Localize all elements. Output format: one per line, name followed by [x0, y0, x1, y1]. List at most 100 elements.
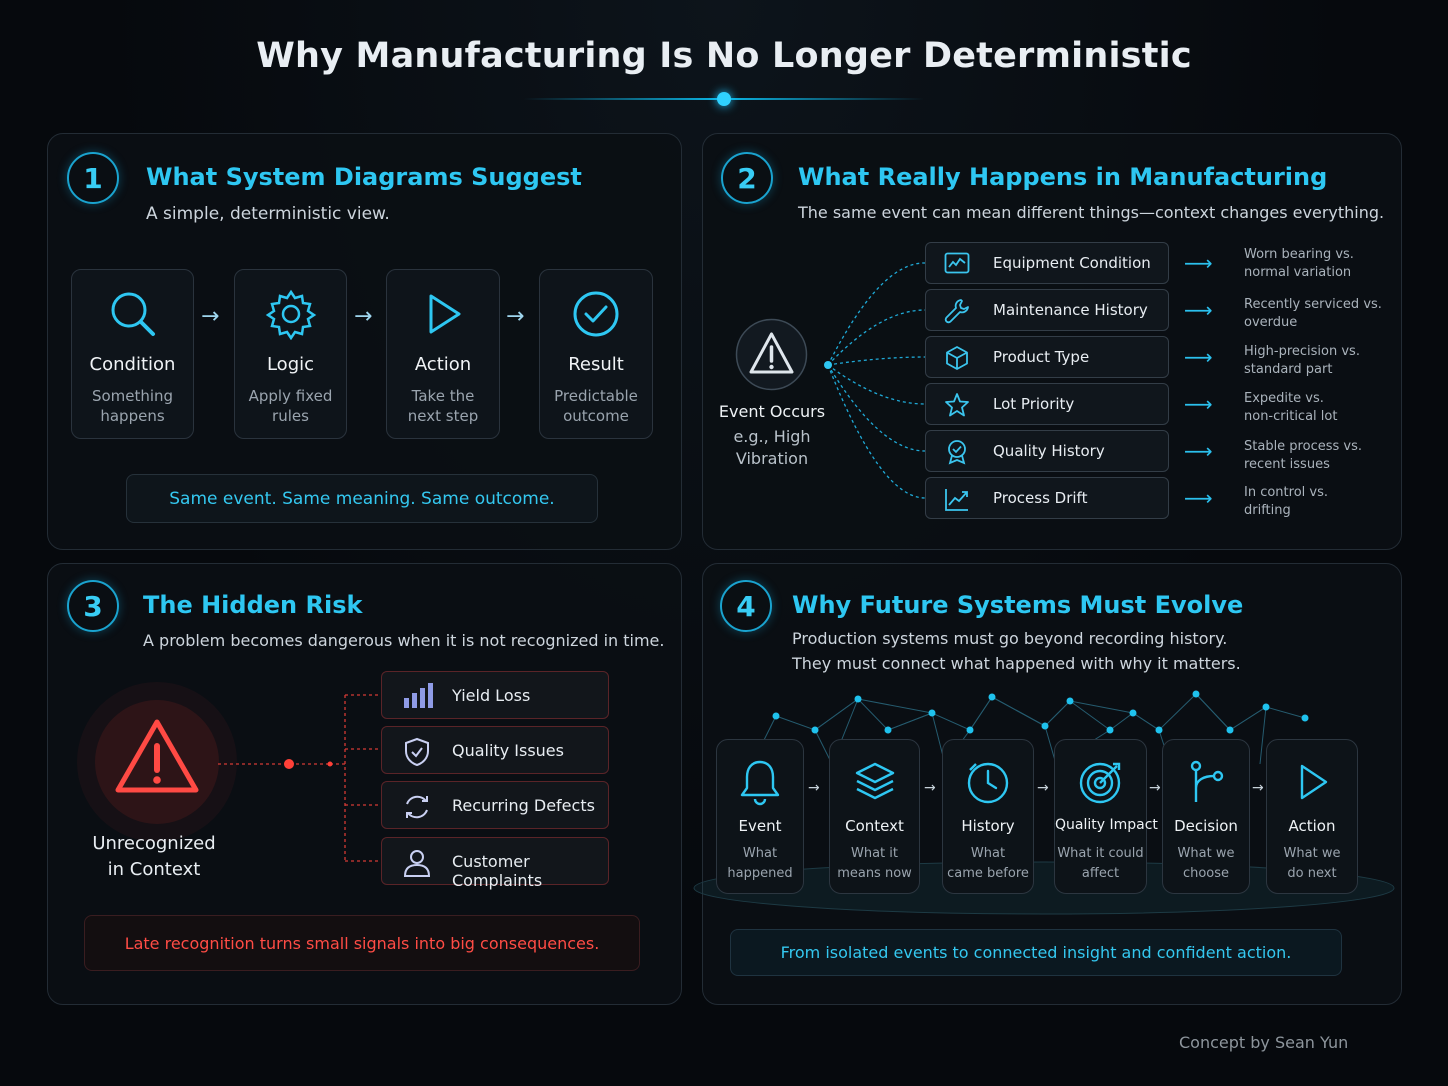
panel-1-footer: Same event. Same meaning. Same outcome. — [126, 474, 598, 523]
panel-1-number: 1 — [67, 152, 119, 204]
arrow-icon: ⟶ — [1184, 392, 1213, 416]
arrow-icon: → — [924, 780, 936, 796]
panel-3-number: 3 — [67, 580, 119, 632]
panel-4-subtitle-2: They must connect what happened with why… — [792, 654, 1241, 673]
node-action: Action What we do next — [1266, 739, 1358, 894]
node-context: Context What it means now — [829, 739, 920, 894]
risk-quality-issues: Quality Issues — [381, 726, 609, 774]
unrecognized-label: Unrecognized in Context — [92, 833, 216, 880]
arrow-icon: → — [354, 304, 373, 329]
arrow-icon: → — [1037, 780, 1049, 796]
node-desc: What we choose — [1177, 846, 1235, 881]
panel-3-subtitle: A problem becomes dangerous when it is n… — [143, 631, 665, 650]
factor-label: Equipment Condition — [993, 254, 1151, 272]
panel-3-title: The Hidden Risk — [143, 591, 363, 619]
factor-label: Maintenance History — [993, 301, 1148, 319]
layers-icon — [855, 762, 894, 800]
event-example: e.g., High Vibration — [733, 427, 811, 468]
panel-4-number: 4 — [720, 580, 772, 632]
factor-quality-history: Quality History — [925, 430, 1169, 472]
node-desc: What it means now — [837, 846, 912, 881]
check-circle-icon — [573, 291, 619, 337]
step-logic: Logic Apply fixed rules — [234, 269, 347, 439]
arrow-icon: ⟶ — [1184, 486, 1213, 510]
factor-note: Worn bearing vs. normal variation — [1244, 247, 1354, 280]
step-label: Action — [414, 354, 472, 375]
page-title: Why Manufacturing Is No Longer Determini… — [256, 36, 1192, 76]
warning-triangle-icon — [735, 318, 808, 391]
arrow-icon: → — [201, 304, 220, 329]
step-desc: Something happens — [91, 387, 174, 425]
step-desc: Predictable outcome — [554, 387, 638, 425]
arrow-icon: ⟶ — [1184, 345, 1213, 369]
user-icon — [403, 850, 431, 877]
panel-3-footer: Late recognition turns small signals int… — [84, 915, 640, 971]
node-desc: What we do next — [1283, 846, 1341, 881]
risk-label: Quality Issues — [452, 741, 564, 760]
danger-warning-icon — [115, 719, 199, 793]
step-label: Logic — [266, 354, 315, 375]
trend-icon — [945, 489, 968, 511]
arrow-icon: ⟶ — [1184, 298, 1213, 322]
step-desc: Apply fixed rules — [248, 387, 333, 425]
risk-recurring-defects: Recurring Defects — [381, 781, 609, 829]
risk-customer-complaints: Customer Complaints — [381, 837, 609, 890]
step-desc: Take the next step — [407, 387, 479, 425]
step-action: Action Take the next step — [386, 269, 500, 439]
risk-label: Recurring Defects — [452, 796, 595, 815]
node-desc: What happened — [727, 846, 793, 881]
factor-label: Process Drift — [993, 489, 1088, 507]
node-event: Event What happened — [716, 739, 804, 894]
search-icon — [111, 292, 155, 336]
factor-note: Expedite vs. non-critical lot — [1244, 391, 1338, 424]
refresh-icon — [406, 795, 428, 819]
step-label: Result — [568, 354, 624, 375]
shield-check-icon — [405, 737, 429, 767]
panel-4-subtitle-1: Production systems must go beyond record… — [792, 629, 1228, 648]
node-desc: What it could affect — [1057, 846, 1144, 881]
step-label: Condition — [89, 354, 176, 375]
gear-icon — [265, 289, 316, 340]
factor-label: Product Type — [993, 348, 1090, 366]
panel-2-title: What Really Happens in Manufacturing — [798, 163, 1328, 191]
factor-equipment-condition: Equipment Condition — [925, 242, 1169, 284]
node-desc: What came before — [947, 846, 1029, 881]
arrow-icon: → — [808, 780, 820, 796]
node-quality-impact: Quality Impact What it could affect — [1054, 739, 1158, 894]
panel-4-footer: From isolated events to connected insigh… — [730, 929, 1342, 976]
panel-1-title: What System Diagrams Suggest — [146, 163, 582, 191]
node-label: Action — [1288, 817, 1336, 835]
panel-2-number: 2 — [721, 152, 773, 204]
play-icon — [1300, 764, 1328, 800]
risk-label: Yield Loss — [452, 686, 531, 705]
node-label: Event — [738, 817, 782, 835]
arrow-icon: ⟶ — [1184, 251, 1213, 275]
node-decision: Decision What we choose — [1162, 739, 1250, 894]
arrow-icon: → — [1252, 780, 1264, 796]
monitor-chart-icon — [944, 252, 970, 274]
factor-note: Recently serviced vs. overdue — [1244, 297, 1382, 330]
arrow-icon: ⟶ — [1184, 439, 1213, 463]
clock-icon — [967, 762, 1009, 804]
event-occurs-label: Event Occurs — [718, 402, 826, 421]
bar-chart-icon — [404, 683, 433, 708]
factor-process-drift: Process Drift — [925, 477, 1169, 519]
factor-label: Lot Priority — [993, 395, 1075, 413]
arrow-icon: → — [1149, 780, 1161, 796]
factor-note: Stable process vs. recent issues — [1244, 439, 1362, 472]
panel-1-subtitle: A simple, deterministic view. — [146, 204, 390, 224]
title-divider-dot — [717, 92, 731, 106]
factor-product-type: Product Type — [925, 336, 1169, 378]
panel-2-subtitle: The same event can mean different things… — [798, 203, 1385, 222]
star-icon — [945, 393, 969, 417]
risk-label: Customer Complaints — [452, 852, 543, 890]
node-label: Context — [845, 817, 904, 835]
node-label: Quality Impact — [1055, 817, 1158, 833]
risk-yield-loss: Yield Loss — [381, 671, 609, 719]
step-condition: Condition Something happens — [71, 269, 194, 439]
wrench-icon — [944, 299, 969, 324]
credit-text: Concept by Sean Yun — [1179, 1033, 1349, 1052]
node-label: Decision — [1174, 817, 1238, 835]
